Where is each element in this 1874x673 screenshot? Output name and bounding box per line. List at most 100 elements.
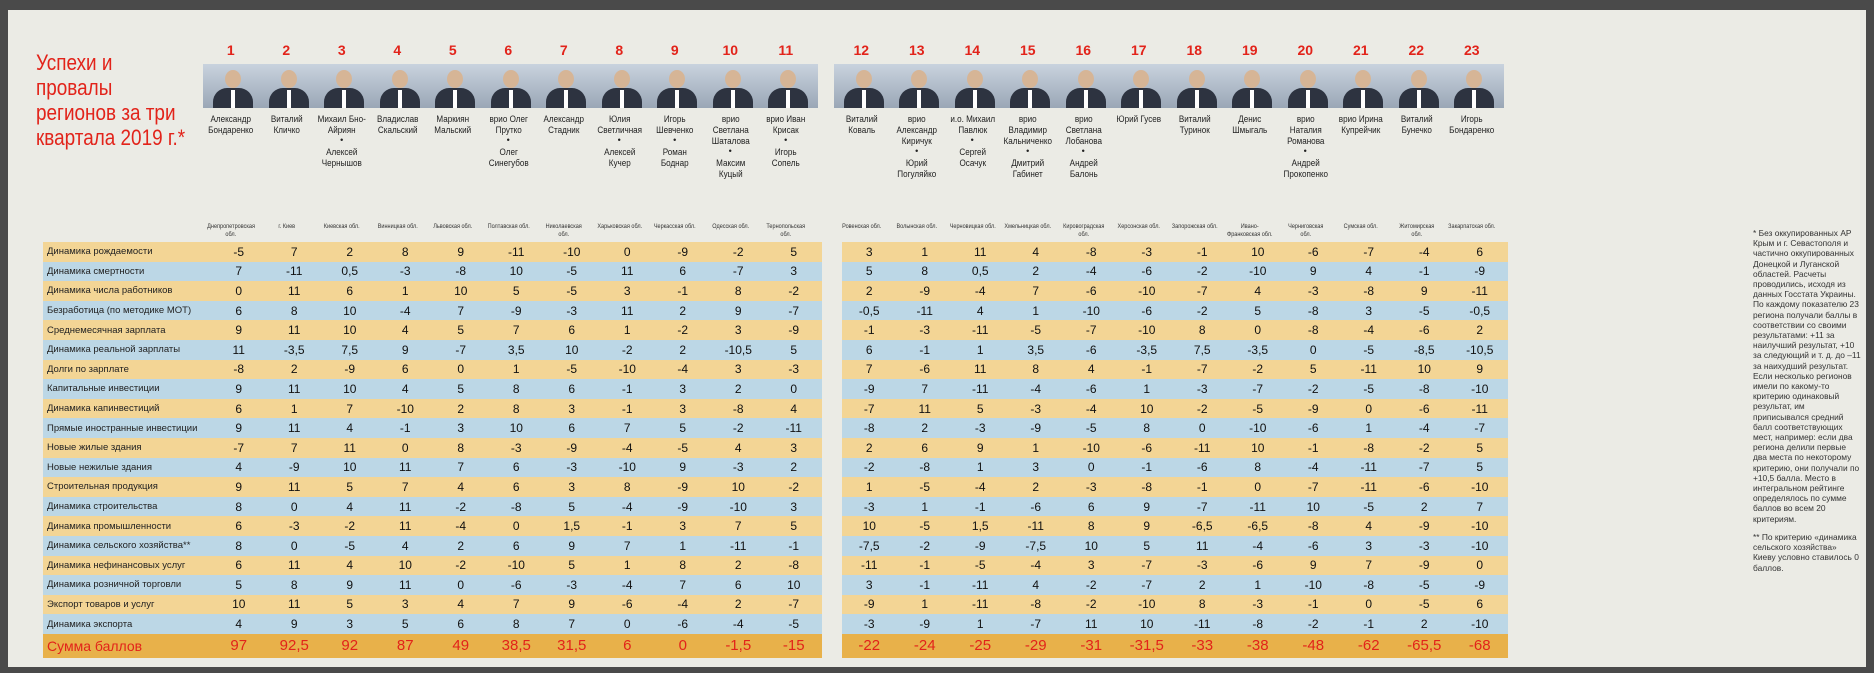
score-cell: 6 (488, 477, 544, 497)
portrait-photo (369, 64, 430, 108)
score-cell: -2 (433, 555, 489, 576)
portrait-photo (203, 64, 263, 108)
score-cell: -2 (1174, 398, 1230, 419)
score-cell: -9 (1452, 575, 1508, 595)
score-cell: 8 (211, 535, 267, 556)
score-cell: 3 (1341, 300, 1397, 321)
score-cell: 4 (433, 594, 489, 615)
score-cell: -6,5 (1174, 516, 1230, 536)
score-cell: 10 (488, 418, 544, 438)
score-cell: 5 (433, 320, 489, 340)
score-cell: -1 (377, 418, 433, 438)
region-label: Ивано-Франковская обл. (1227, 223, 1273, 238)
score-cell: 10 (766, 575, 822, 595)
criterion-label: Динамика строительства (43, 496, 211, 517)
score-cell: -4 (1285, 457, 1341, 478)
total-score-cell: -24 (897, 633, 953, 658)
column-gap (821, 477, 842, 497)
score-cell: 5 (1452, 457, 1508, 478)
score-cell: 4 (322, 496, 378, 517)
score-cell: 8 (655, 555, 711, 576)
portrait-photo (1222, 64, 1282, 108)
score-cell: 11 (266, 320, 322, 340)
score-cell: 0 (266, 496, 322, 517)
score-cell: -9 (655, 242, 711, 262)
rank-number: 21 (1352, 42, 1369, 58)
score-cell: -4 (655, 594, 711, 615)
score-cell: -4 (377, 300, 433, 321)
score-cell: 4 (952, 300, 1008, 321)
person-column: 1 Александр Бондаренко (203, 40, 263, 240)
score-cell: 5 (211, 575, 267, 595)
score-cell: 6 (655, 261, 711, 282)
score-cell: 7 (841, 359, 897, 380)
column-gap (821, 555, 842, 576)
score-cell: -9 (655, 496, 711, 517)
score-cell: 1 (655, 535, 711, 556)
total-score-cell: 92 (322, 633, 378, 658)
score-cell: -5 (655, 437, 711, 458)
score-cell: -1 (599, 398, 655, 419)
score-cell: -6 (1119, 300, 1175, 321)
score-cell: 5 (841, 261, 897, 282)
score-cell: 7 (377, 477, 433, 497)
score-cell: 9 (710, 300, 766, 321)
score-cell: 0 (1452, 555, 1508, 576)
score-cell: 8 (1174, 594, 1230, 615)
score-cell: -11 (1230, 496, 1286, 517)
rank-number: 4 (393, 42, 402, 58)
score-cell: -7 (1174, 359, 1230, 380)
score-cell: 9 (544, 594, 600, 615)
total-score-cell: 97 (211, 633, 267, 658)
score-cell: 11 (266, 555, 322, 576)
person-column: 21 врио Ирина Купрейчик (1333, 40, 1393, 240)
score-cell: 10 (322, 300, 378, 321)
successor-name: Андрей Балонь (1069, 158, 1098, 179)
rank-number: 19 (1241, 42, 1258, 58)
total-score-cell: -48 (1285, 633, 1341, 658)
score-cell: 0 (266, 535, 322, 556)
score-cell: 7 (266, 437, 322, 458)
criterion-row: Строительная продукция 9 11 5 7 4 6 3 8 -9 10 -2 1 -5… (43, 477, 1508, 497)
score-cell: -10 (1452, 379, 1508, 399)
region-label: Киевская обл. (323, 223, 360, 230)
score-cell: 4 (211, 457, 267, 478)
score-cell: 4 (211, 614, 267, 634)
score-cell: 1 (952, 614, 1008, 634)
governor-name: Виталий Коваль (845, 114, 878, 135)
score-cell: -3 (377, 261, 433, 282)
score-cell: 8 (599, 477, 655, 497)
score-cell: 10 (322, 320, 378, 340)
score-cell: -1 (766, 535, 822, 556)
score-cell: -3 (544, 457, 600, 478)
score-cell: 7,5 (322, 339, 378, 360)
score-cell: -7,5 (1008, 535, 1064, 556)
score-cell: 0 (599, 614, 655, 634)
score-cell: -7 (710, 261, 766, 282)
score-cell: 4 (1008, 575, 1064, 595)
score-cell: -4 (599, 575, 655, 595)
score-cell: -3 (897, 320, 953, 340)
score-cell: -1 (841, 320, 897, 340)
criterion-row: Долги по зарплате -8 2 -9 6 0 1 -5 -10 -4 3 -3 7 -6 11… (43, 359, 1508, 380)
score-cell: 0 (766, 379, 822, 399)
score-cell: -10 (1119, 320, 1175, 340)
score-cell: 11 (952, 359, 1008, 380)
score-cell: -5 (766, 614, 822, 634)
column-gap (821, 516, 842, 536)
score-cell: 9 (1452, 359, 1508, 380)
score-cell: 11 (599, 300, 655, 321)
score-cell: -9 (841, 379, 897, 399)
score-cell: -3 (1230, 594, 1286, 615)
score-cell: -6 (599, 594, 655, 615)
score-cell: -7 (433, 339, 489, 360)
criterion-label: Динамика сельского хозяйства** (43, 535, 211, 556)
region-label: Кировоградская обл. (1062, 223, 1104, 238)
score-cell: -5 (544, 281, 600, 301)
score-cell: -11 (952, 594, 1008, 615)
criterion-row: Динамика экспорта 4 9 3 5 6 8 7 0 -6 -4 -5 -3 -9 1 -7 11… (43, 614, 1508, 634)
region-label: Закарпатская обл. (1448, 223, 1496, 230)
score-cell: -6 (1063, 339, 1119, 360)
portrait-photo (889, 64, 949, 108)
score-cell: 9 (952, 437, 1008, 458)
